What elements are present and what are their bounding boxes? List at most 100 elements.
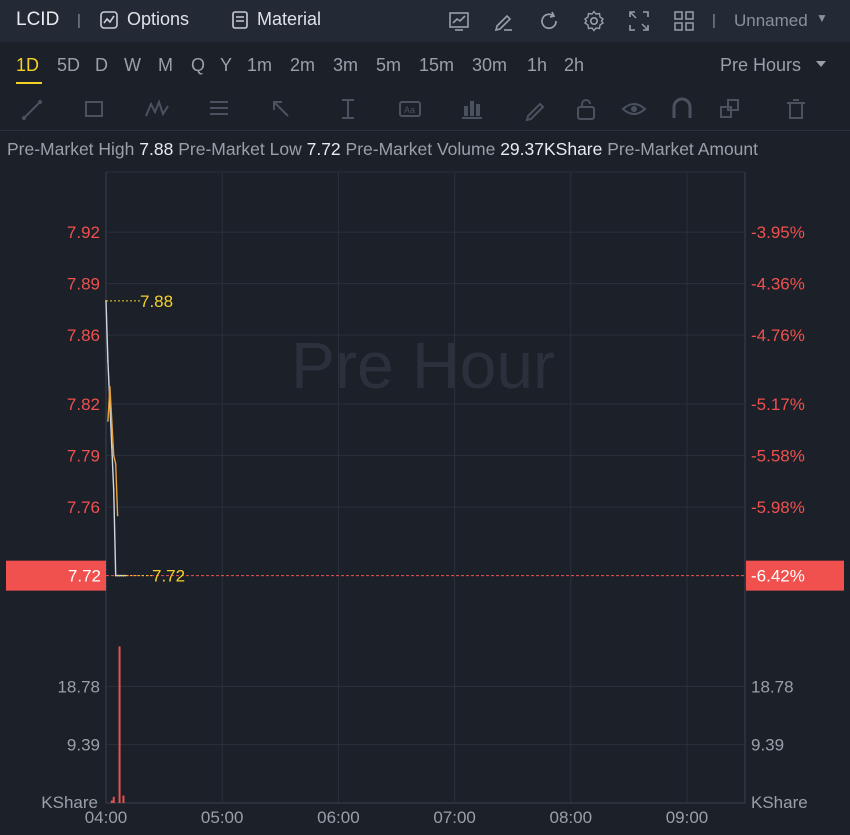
series-line-0 (105, 300, 126, 577)
separator: | (77, 12, 81, 29)
series-point (112, 488, 115, 491)
volume-tick-label: 9.39 (751, 736, 784, 755)
percent-tick-label: -4.36% (751, 275, 805, 294)
trend-line-icon[interactable] (20, 96, 46, 122)
series-point (124, 574, 127, 577)
fullscreen-icon[interactable] (627, 9, 651, 33)
draw-pen-icon[interactable] (492, 9, 516, 33)
magnet-icon[interactable] (669, 96, 695, 122)
high-marker-label: 7.88 (140, 292, 173, 311)
price-tick-label: 7.79 (67, 446, 100, 465)
volume-unit-label: KShare (41, 793, 98, 812)
eye-icon[interactable] (621, 96, 647, 122)
percent-tick-label: -5.58% (751, 446, 805, 465)
chart-grid (105, 171, 746, 804)
fib-icon[interactable] (206, 96, 232, 122)
active-period-indicator (16, 82, 42, 84)
period-m[interactable]: M (158, 55, 173, 75)
period-y[interactable]: Y (220, 55, 233, 75)
current-price-box (6, 560, 106, 591)
pencil-icon[interactable] (523, 96, 549, 122)
separator: | (712, 12, 716, 29)
options-label: Options (127, 9, 190, 29)
volume-unit-label: KShare (751, 793, 808, 812)
volume-bar (110, 800, 113, 803)
document-icon (232, 10, 248, 29)
indicator-icon[interactable] (459, 96, 485, 122)
x-tick-label: 07:00 (433, 808, 476, 827)
volume-tick-label: 9.39 (67, 736, 100, 755)
series-point (114, 574, 117, 577)
period-5m[interactable]: 5m (376, 55, 402, 75)
percent-tick-label: -4.76% (751, 326, 805, 345)
price-tick-label: 7.92 (67, 223, 100, 242)
period-selector: 1D 5D D W M Q Y 1m 2m 3m 5m 15m 30m 1h 2… (0, 44, 850, 86)
text-label-icon[interactable]: Aa (397, 96, 423, 122)
price-tick-label: 7.82 (67, 395, 100, 414)
series-point (107, 360, 109, 362)
svg-text:Aa: Aa (404, 105, 415, 115)
drawing-toolbar: Aa (0, 88, 850, 131)
chevron-down-icon[interactable]: ▼ (816, 11, 828, 25)
x-tick-label: 09:00 (666, 808, 709, 827)
period-15m[interactable]: 15m (419, 55, 455, 75)
pre-market-amount-label: Pre-Market Amount (607, 139, 758, 159)
volume-bar (118, 646, 121, 803)
price-tick-label: 7.89 (67, 275, 100, 294)
period-1d[interactable]: 1D (16, 55, 40, 75)
volume-tick-label: 18.78 (57, 677, 100, 696)
x-tick-label: 05:00 (201, 808, 244, 827)
pre-market-volume-value: 29.37KShare (500, 139, 603, 159)
current-percent-label: -6.42% (751, 567, 805, 586)
settings-gear-icon[interactable] (582, 9, 606, 33)
percent-tick-label: -5.17% (751, 395, 805, 414)
layout-name-dropdown[interactable]: Unnamed (734, 11, 808, 30)
layers-icon[interactable] (717, 96, 743, 122)
pre-market-high-label: Pre-Market High (7, 139, 135, 159)
percent-tick-label: -5.98% (751, 498, 805, 517)
lock-icon[interactable] (573, 96, 599, 122)
current-percent-box (746, 560, 844, 591)
high-low-markers: 7.88 7.72 (106, 292, 185, 586)
pre-market-high-value: 7.88 (139, 139, 174, 159)
ticker-symbol[interactable]: LCID (16, 9, 60, 30)
period-1m[interactable]: 1m (247, 55, 273, 75)
options-button[interactable]: Options (99, 9, 189, 30)
measure-icon[interactable] (335, 96, 361, 122)
period-2m[interactable]: 2m (290, 55, 316, 75)
chevron-down-icon[interactable] (816, 61, 826, 67)
pattern-icon[interactable] (144, 96, 170, 122)
arrow-icon[interactable] (268, 96, 294, 122)
grid-layout-icon[interactable] (672, 9, 696, 33)
series-point (114, 463, 117, 465)
pre-market-volume-label: Pre-Market Volume (345, 139, 496, 159)
volume-bar (112, 796, 115, 803)
period-d[interactable]: D (95, 55, 108, 75)
period-3m[interactable]: 3m (333, 55, 359, 75)
chart-axes: 04:00 05:00 06:00 07:00 08:00 09:00 7.92 -3.95%… (6, 223, 844, 827)
x-tick-label: 08:00 (550, 808, 593, 827)
x-tick-label: 06:00 (317, 808, 360, 827)
period-5d[interactable]: 5D (57, 55, 81, 75)
series-point (111, 446, 113, 448)
percent-tick-label: -3.95% (751, 223, 805, 242)
refresh-icon[interactable] (537, 9, 561, 33)
chart-template-icon[interactable] (447, 9, 471, 33)
header-bar: LCID | Options Material | Unnamed ▼ (0, 0, 850, 42)
trash-icon[interactable] (783, 96, 809, 122)
material-label: Material (257, 9, 322, 29)
volume-bar (122, 795, 125, 803)
period-1h[interactable]: 1h (527, 55, 548, 75)
material-button[interactable]: Material (231, 9, 321, 30)
price-series (105, 300, 127, 577)
price-tick-label: 7.76 (67, 498, 100, 517)
session-dropdown[interactable]: Pre Hours (720, 55, 802, 75)
period-2h[interactable]: 2h (564, 55, 585, 75)
rectangle-icon[interactable] (82, 96, 108, 122)
options-icon (100, 10, 118, 29)
period-q[interactable]: Q (191, 55, 206, 75)
series-point (120, 574, 123, 577)
period-w[interactable]: W (124, 55, 141, 75)
period-30m[interactable]: 30m (472, 55, 508, 75)
